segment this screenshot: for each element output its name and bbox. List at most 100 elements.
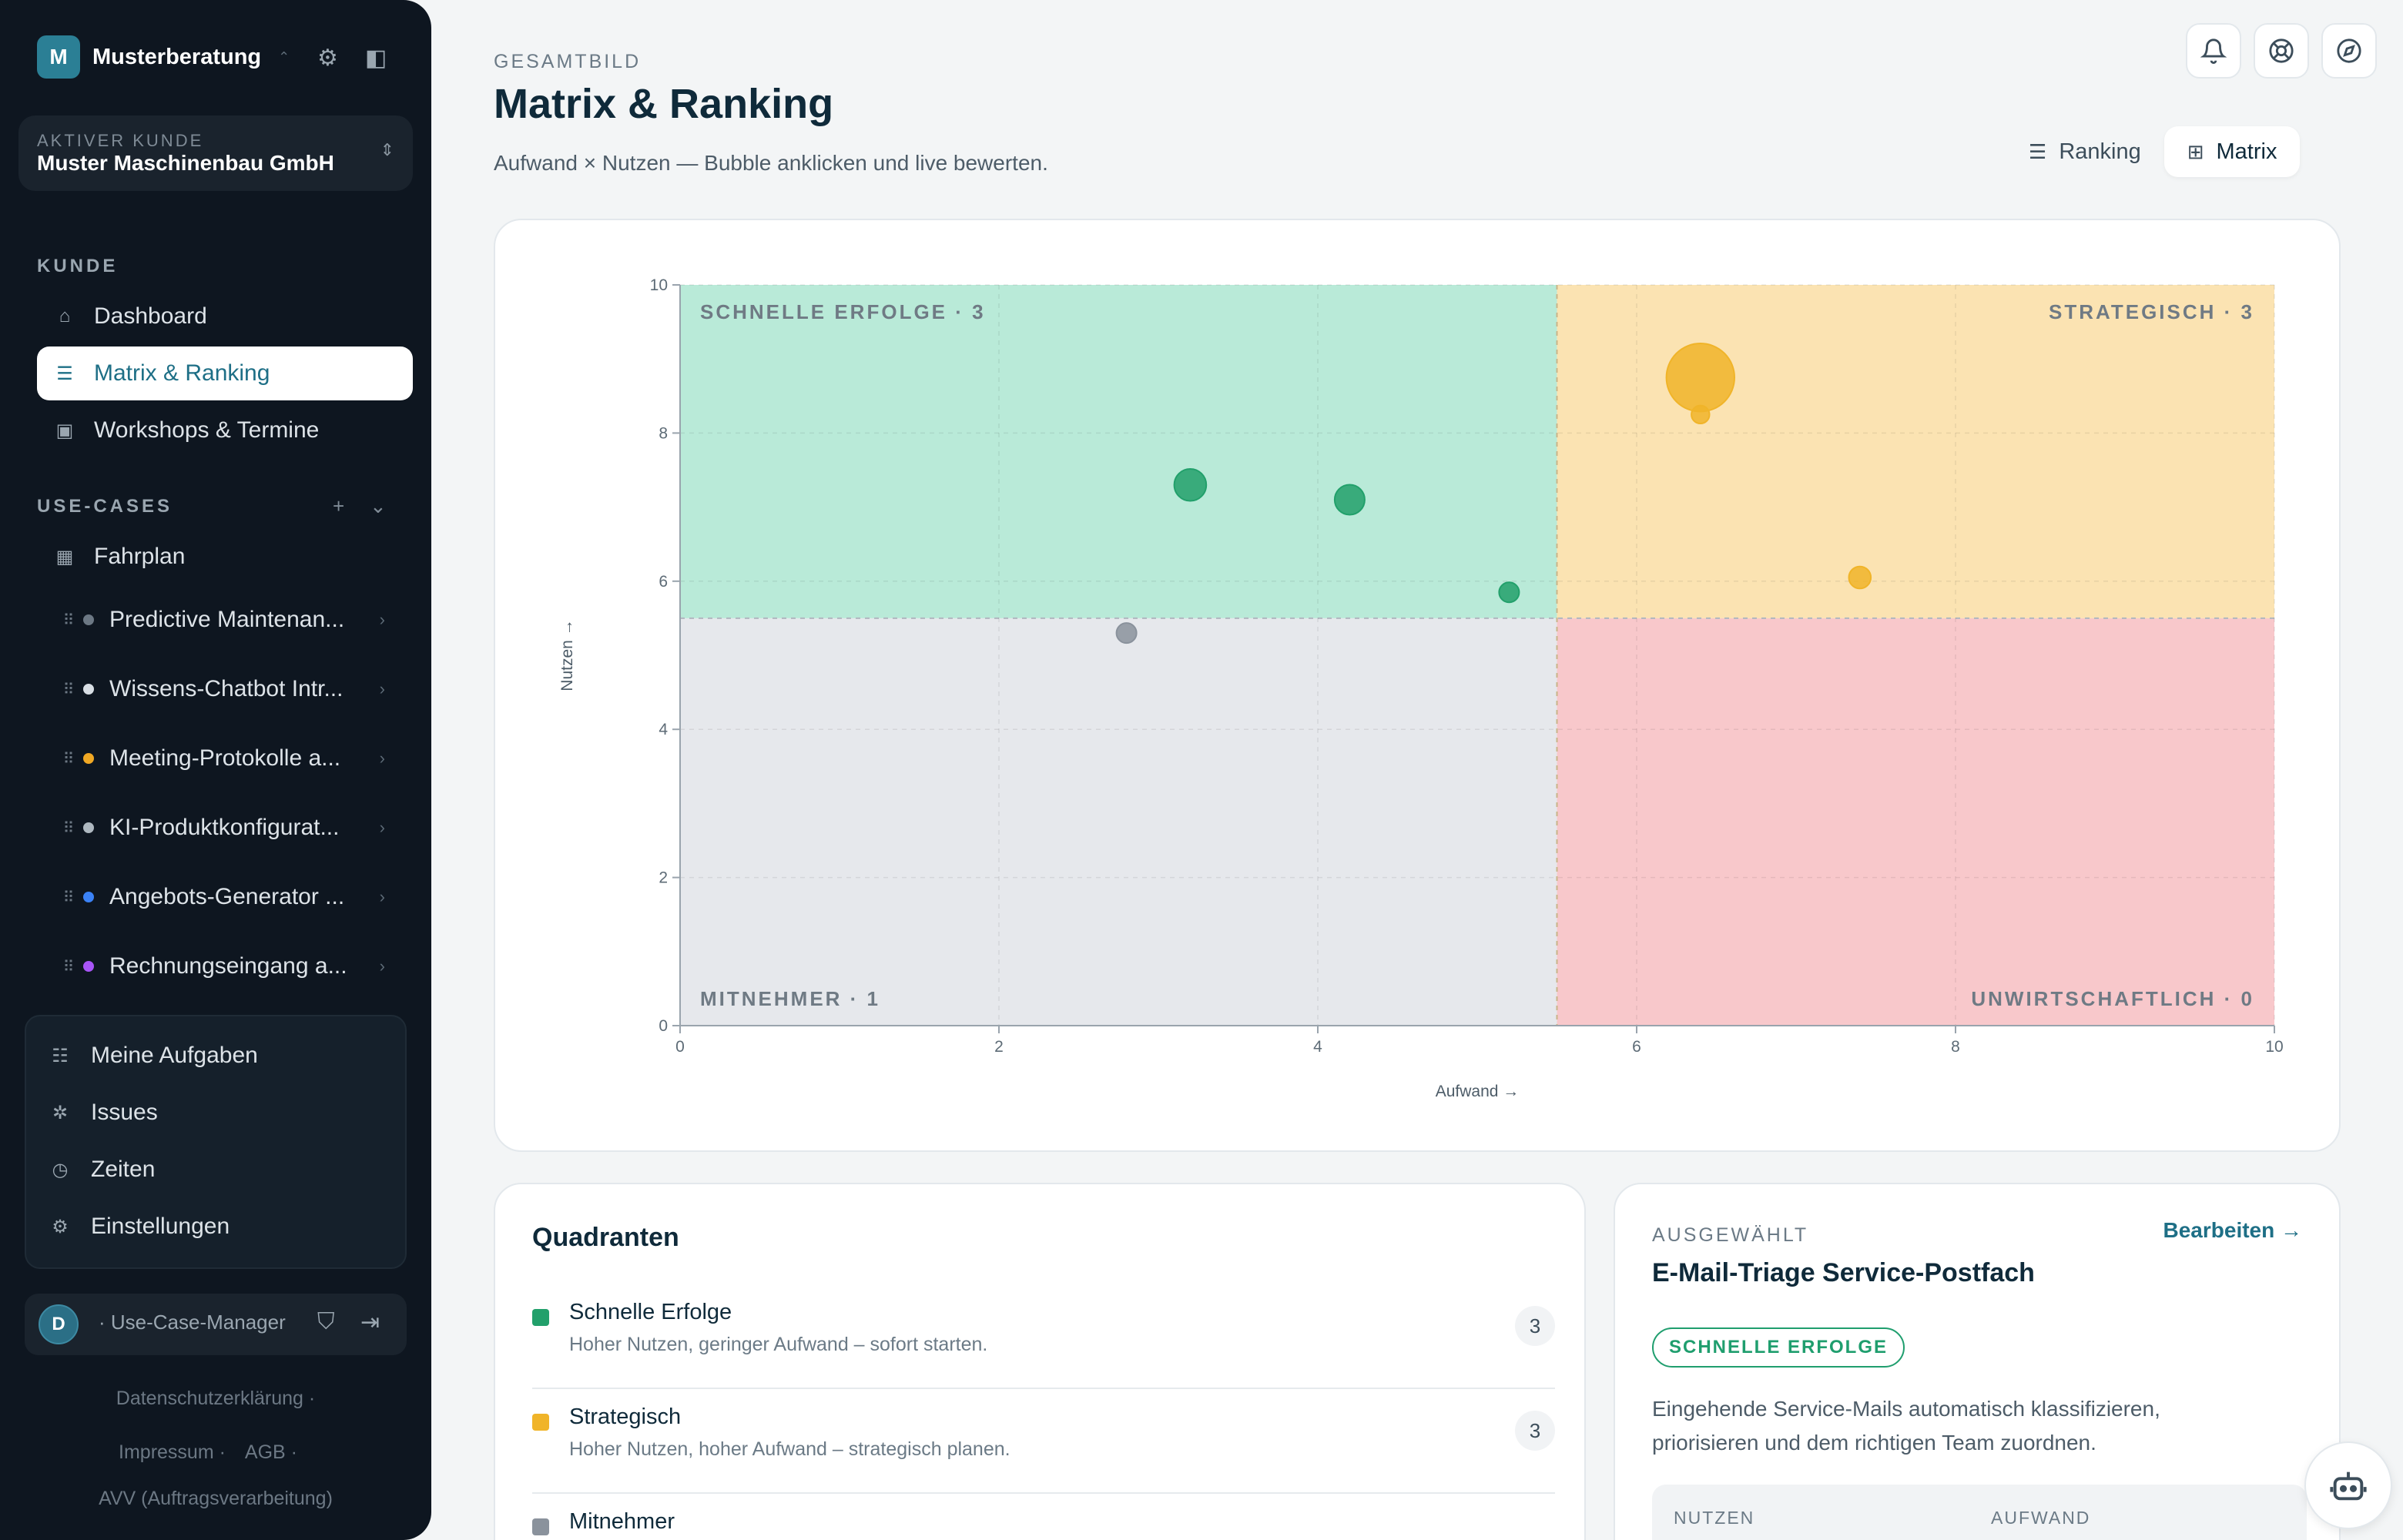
y-axis-label: Nutzen → xyxy=(558,619,576,691)
nav-item-dashboard[interactable]: ⌂ Dashboard xyxy=(37,290,413,343)
nav-item-zeiten[interactable]: ◷ Zeiten xyxy=(45,1141,156,1198)
nav-item-label: Zeiten xyxy=(91,1157,156,1182)
quadrant-item-strategisch[interactable]: Strategisch Hoher Nutzen, hoher Aufwand … xyxy=(532,1389,1555,1494)
quadrant-count: 3 xyxy=(1515,1411,1555,1451)
usecase-bubble[interactable] xyxy=(1115,622,1138,644)
usecase-item[interactable]: ⠿ KI-Produktkonfigurat... › xyxy=(37,801,413,855)
add-icon[interactable]: + xyxy=(333,494,345,517)
chevron-right-icon: › xyxy=(379,610,385,629)
quadrant-name: Mitnehmer xyxy=(569,1509,675,1534)
x-tick-label: 6 xyxy=(1632,1038,1641,1056)
usecase-item[interactable]: ⠿ Wissens-Chatbot Intr... › xyxy=(37,662,413,716)
usecase-bubble[interactable] xyxy=(1665,343,1736,413)
nav-item-issues[interactable]: ✲ Issues xyxy=(45,1084,158,1141)
status-dot xyxy=(83,822,94,833)
nav-item-einstellungen[interactable]: ⚙ Einstellungen xyxy=(45,1198,230,1255)
footer-link-terms[interactable]: AGB · xyxy=(244,1441,297,1463)
quadrant-area xyxy=(680,618,1557,1026)
quadrant-label-layer: SCHNELLE ERFOLGE · 3 STRATEGISCH · 3 MITNE… xyxy=(700,300,2254,1010)
shield-off-icon[interactable]: ⛉ xyxy=(317,1309,335,1334)
chevron-right-icon: › xyxy=(379,748,385,768)
chevron-down-icon[interactable]: ⌄ xyxy=(370,494,387,517)
nav-item-matrix-ranking[interactable]: ☰ Matrix & Ranking xyxy=(37,346,413,400)
x-tick-label: 2 xyxy=(994,1038,1004,1056)
usecase-label: Rechnungseingang a... xyxy=(109,953,347,979)
drag-handle-icon[interactable]: ⠿ xyxy=(62,819,75,837)
gear-icon: ⚙ xyxy=(52,1216,69,1237)
avatar[interactable]: D xyxy=(39,1304,79,1344)
y-tick-label: 4 xyxy=(659,721,668,738)
nav-item-fahrplan[interactable]: ▦ Fahrplan xyxy=(37,530,413,584)
tour-button[interactable] xyxy=(2321,23,2377,79)
usecase-item[interactable]: ⠿ Angebots-Generator ... › xyxy=(37,870,413,924)
org-name: Musterberatung xyxy=(92,44,262,69)
usecase-bubble[interactable] xyxy=(1691,404,1711,425)
drag-handle-icon[interactable]: ⠿ xyxy=(62,681,75,698)
drag-handle-icon[interactable]: ⠿ xyxy=(62,889,75,906)
assistant-button[interactable] xyxy=(2304,1441,2392,1529)
y-tick-label: 2 xyxy=(659,869,668,887)
home-icon: ⌂ xyxy=(59,306,71,326)
quadrants-title: Quadranten xyxy=(532,1223,679,1252)
quadrant-label: UNWIRTSCHAFTLICH · 0 xyxy=(1971,987,2254,1010)
sidebar: M Musterberatung ⌃ ⚙ ◧ AKTIVER KUNDE Mus… xyxy=(0,0,431,1540)
logout-icon[interactable]: ⇥ xyxy=(360,1310,380,1335)
quadrant-name: Schnelle Erfolge xyxy=(569,1300,732,1324)
gear-icon[interactable]: ⚙ xyxy=(317,45,338,71)
footer-link-privacy[interactable]: Datenschutzerklärung · xyxy=(116,1388,316,1409)
nav-item-meine-aufgaben[interactable]: ☷ Meine Aufgaben xyxy=(45,1027,258,1084)
edit-link[interactable]: Bearbeiten → xyxy=(2163,1218,2303,1242)
usecase-bubble[interactable] xyxy=(1333,484,1366,516)
col-nutzen: NUTZEN xyxy=(1674,1508,1755,1528)
view-toggle: ☰ Ranking ⊞ Matrix xyxy=(2006,126,2301,177)
chevron-up-down-icon: ⌃ xyxy=(278,49,290,65)
x-tick-label: 0 xyxy=(675,1038,685,1056)
grid-icon: ⊞ xyxy=(2187,139,2204,163)
tab-matrix[interactable]: ⊞ Matrix xyxy=(2163,126,2301,177)
quadrant-item-schnelle-erfolge[interactable]: Schnelle Erfolge Hoher Nutzen, geringer … xyxy=(532,1284,1555,1389)
usecase-item[interactable]: ⠿ Predictive Maintenan... › xyxy=(37,593,413,647)
usecase-bubble[interactable] xyxy=(1173,467,1208,502)
usecase-label: Meeting-Protokolle a... xyxy=(109,745,341,771)
drag-handle-icon[interactable]: ⠿ xyxy=(62,611,75,629)
usecase-label: KI-Produktkonfigurat... xyxy=(109,815,340,840)
tab-ranking[interactable]: ☰ Ranking xyxy=(2006,126,2164,177)
selected-card: AUSGEWÄHLT Bearbeiten → E-Mail-Triage Se… xyxy=(1614,1183,2341,1540)
nav-item-label: Workshops & Termine xyxy=(94,417,320,443)
drag-handle-icon[interactable]: ⠿ xyxy=(62,958,75,976)
usecase-item[interactable]: ⠿ Rechnungseingang a... › xyxy=(37,939,413,993)
quadrant-item-mitnehmer[interactable]: Mitnehmer xyxy=(532,1494,1555,1540)
usecase-label: Angebots-Generator ... xyxy=(109,884,345,909)
quadrant-label: STRATEGISCH · 3 xyxy=(2049,300,2254,323)
status-dot xyxy=(83,614,94,625)
notifications-button[interactable] xyxy=(2186,23,2241,79)
list-icon: ☰ xyxy=(2029,139,2047,163)
x-axis-label: Aufwand → xyxy=(1436,1083,1520,1100)
customer-label: AKTIVER KUNDE xyxy=(37,131,204,150)
org-switcher[interactable]: M Musterberatung ⌃ xyxy=(37,35,290,79)
nav-item-label: Meine Aufgaben xyxy=(91,1043,258,1068)
help-button[interactable] xyxy=(2254,23,2309,79)
footer-link-imprint[interactable]: Impressum · xyxy=(119,1441,226,1463)
usecase-label: Predictive Maintenan... xyxy=(109,607,345,632)
customer-selector[interactable]: AKTIVER KUNDE Muster Maschinenbau GmbH ⇕ xyxy=(18,116,413,191)
footer-link-avv[interactable]: AVV (Auftragsverarbeitung) xyxy=(99,1488,333,1509)
drag-handle-icon[interactable]: ⠿ xyxy=(62,750,75,768)
bottom-nav: ☷ Meine Aufgaben ✲ Issues ◷ Zeiten ⚙ Ein… xyxy=(25,1015,407,1269)
usecase-item[interactable]: ⠿ Meeting-Protokolle a... › xyxy=(37,732,413,785)
user-bar: D · Use-Case-Manager ⛉ ⇥ xyxy=(25,1294,407,1355)
usecase-bubble[interactable] xyxy=(1498,581,1520,604)
chevron-right-icon: › xyxy=(379,679,385,698)
customer-name: Muster Maschinenbau GmbH xyxy=(37,151,334,175)
nav-item-workshops[interactable]: ▣ Workshops & Termine xyxy=(37,403,413,457)
usecase-bubble[interactable] xyxy=(1848,565,1872,590)
timer-icon: ◷ xyxy=(52,1159,69,1180)
quadrant-desc: Hoher Nutzen, geringer Aufwand – sofort … xyxy=(569,1334,988,1355)
quadrant-desc: Hoher Nutzen, hoher Aufwand – strategisc… xyxy=(569,1438,1010,1460)
section-label-kunde: KUNDE xyxy=(37,256,119,276)
quadrant-label: MITNEHMER · 1 xyxy=(700,987,880,1010)
sidebar-toggle-icon[interactable]: ◧ xyxy=(365,45,387,71)
selected-eyebrow: AUSGEWÄHLT xyxy=(1652,1224,1809,1246)
selected-description: Eingehende Service-Mails automatisch kla… xyxy=(1652,1397,2160,1455)
status-dot xyxy=(83,892,94,902)
